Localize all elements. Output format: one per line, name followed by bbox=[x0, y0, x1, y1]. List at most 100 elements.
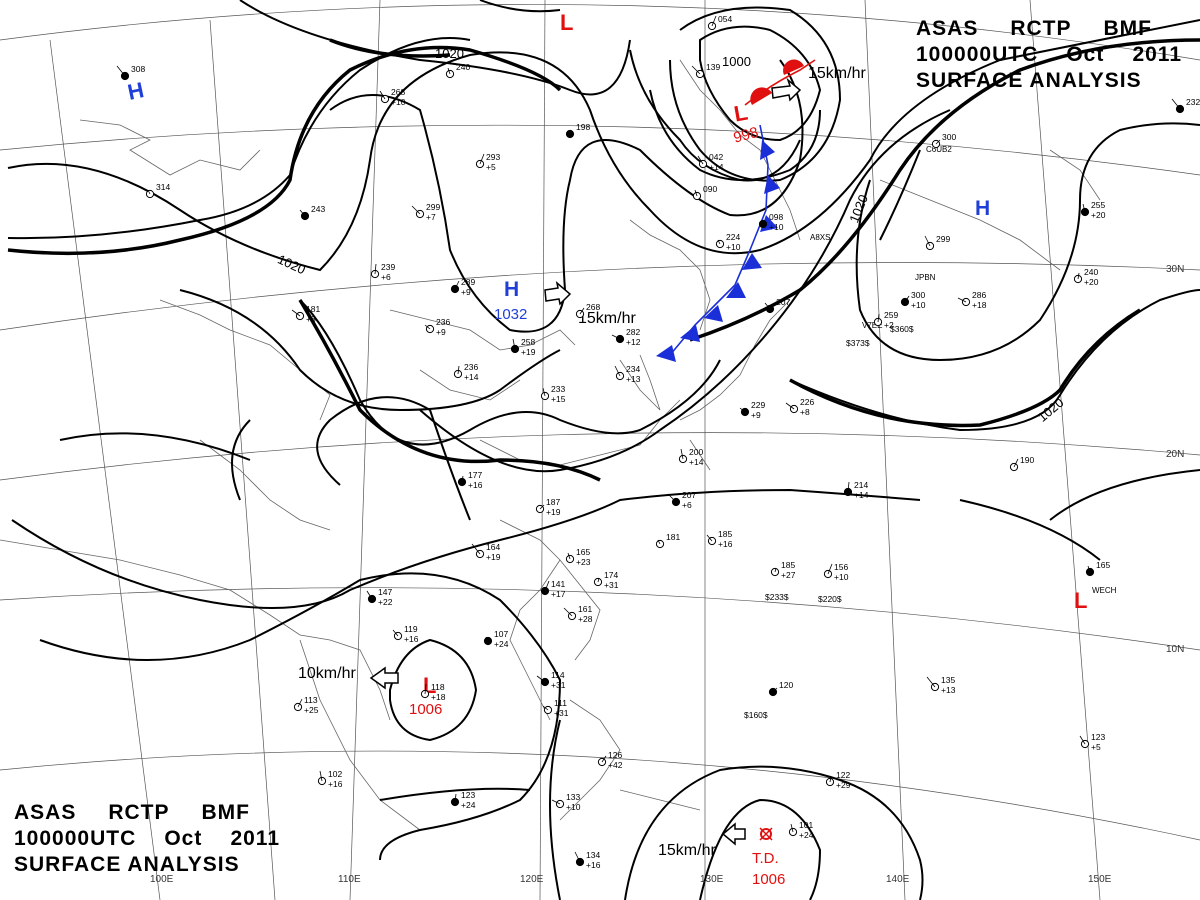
station-plot: 282+12 bbox=[611, 327, 641, 347]
station-pressure: 198 bbox=[576, 122, 590, 132]
front-triangle bbox=[726, 282, 746, 298]
wind-barb-icon bbox=[785, 402, 795, 410]
motion-speed-label: 10km/hr bbox=[298, 665, 356, 682]
wind-barb-icon bbox=[454, 280, 460, 290]
station-pressure: 268 bbox=[391, 87, 405, 97]
station-tendency: +14 bbox=[854, 490, 869, 500]
station-pressure: 232 bbox=[1186, 97, 1200, 107]
title-block-bottom-left: ASAS RCTP BMF 100000UTC Oct 2011 SURFACE… bbox=[14, 800, 280, 878]
wind-barb-icon bbox=[479, 153, 485, 165]
wind-barb-icon bbox=[447, 67, 451, 75]
station-tendency: +24 bbox=[494, 639, 509, 649]
station-pressure: 177 bbox=[468, 470, 482, 480]
wind-barb-icon bbox=[774, 567, 777, 573]
tropical-depression-label: T.D. bbox=[752, 850, 779, 867]
isobar bbox=[649, 89, 821, 181]
station-tendency: +19 bbox=[486, 552, 501, 562]
isobar bbox=[789, 289, 1200, 432]
wind-barb-icon bbox=[1079, 735, 1086, 745]
station-plot: 243 bbox=[299, 204, 325, 221]
station-pressure: 090 bbox=[703, 184, 717, 194]
station-plot: 229+9 bbox=[739, 400, 765, 420]
station-plot: 299 bbox=[924, 234, 950, 251]
wind-barb-icon bbox=[827, 563, 833, 575]
wind-barb-icon bbox=[711, 15, 717, 27]
isobars bbox=[7, 0, 1200, 900]
agency-label: ASAS bbox=[14, 801, 77, 824]
wind-barb-icon bbox=[424, 324, 431, 330]
low-center-letter: L bbox=[1074, 588, 1087, 613]
wind-barb-icon bbox=[392, 629, 399, 637]
isobar bbox=[59, 432, 251, 461]
station-pressure: 120 bbox=[779, 680, 793, 690]
station-plot: 165+23 bbox=[565, 547, 591, 567]
wind-barb-icon bbox=[454, 793, 457, 803]
wind-barb-icon bbox=[877, 313, 880, 323]
station-tendency: +12 bbox=[626, 337, 641, 347]
station-pressure: 299 bbox=[936, 234, 950, 244]
station-pressure: 299 bbox=[426, 202, 440, 212]
station-tendency: +10 bbox=[726, 242, 741, 252]
station-plot: 101+24 bbox=[788, 820, 814, 840]
wind-barb-icon bbox=[485, 636, 489, 642]
year-label: 2011 bbox=[1132, 43, 1182, 66]
station-pressure: 101 bbox=[799, 820, 813, 830]
station-tendency: +6 bbox=[682, 500, 692, 510]
wind-barb-icon bbox=[667, 493, 677, 503]
station-pressure: 135 bbox=[941, 675, 955, 685]
station-pressure: 113 bbox=[304, 695, 318, 705]
wind-barb-icon bbox=[299, 209, 306, 217]
station-plot: 165 bbox=[1085, 560, 1110, 577]
wind-barb-icon bbox=[424, 683, 427, 695]
station-pressure: 236 bbox=[464, 362, 478, 372]
station-pressure: 200 bbox=[689, 447, 703, 457]
graticule-meridians bbox=[49, 0, 1101, 900]
station-plot: 181 bbox=[655, 532, 680, 549]
isobar bbox=[11, 488, 921, 609]
station-tendency: +25 bbox=[304, 705, 319, 715]
station-tendency: +10 bbox=[566, 802, 581, 812]
station-tendency: +24 bbox=[799, 830, 814, 840]
motion-vectors: 15km/hr 15km/hr 10km/hr 15km/hr bbox=[298, 65, 866, 859]
wind-barb-icon bbox=[1013, 458, 1019, 468]
isobar-label: 1020 bbox=[1035, 395, 1067, 425]
station-tendency: +16 bbox=[718, 539, 733, 549]
station-plot: 236+9 bbox=[424, 317, 450, 337]
station-tendency: +20 bbox=[1091, 210, 1106, 220]
cost-labels: $373$ $360$ $233$ $220$ $160$ bbox=[744, 324, 914, 720]
station-plot: 102+16 bbox=[317, 769, 343, 789]
high-center-value: 1032 bbox=[494, 306, 527, 323]
station-tendency: +27 bbox=[781, 570, 796, 580]
front-triangle bbox=[742, 253, 762, 270]
station-tendency: +8 bbox=[800, 407, 810, 417]
station-pressure: 181 bbox=[306, 304, 320, 314]
station-pressure: 119 bbox=[404, 624, 418, 634]
station-plot: 133+10 bbox=[551, 792, 581, 812]
station-pressure: 165 bbox=[1096, 560, 1110, 570]
station-label: RCTP bbox=[108, 801, 170, 824]
wind-barb-icon bbox=[461, 475, 464, 483]
station-pressure: 224 bbox=[726, 232, 740, 242]
wind-barb-icon bbox=[536, 675, 546, 683]
station-plot: 120 bbox=[768, 680, 793, 697]
wind-barb-icon bbox=[706, 534, 713, 542]
station-pressure: 258 bbox=[521, 337, 535, 347]
station-tendency: +13 bbox=[941, 685, 956, 695]
station-tendency: +3 bbox=[306, 314, 316, 324]
station-cost-label: $160$ bbox=[744, 710, 768, 720]
wind-barb-icon bbox=[847, 481, 850, 493]
wind-barb-icon bbox=[680, 448, 684, 460]
station-plot: 177+16 bbox=[457, 470, 483, 490]
station-tendency: +2 bbox=[884, 320, 894, 330]
station-plot: 161+28 bbox=[563, 604, 593, 624]
longitude-label: 150E bbox=[1088, 874, 1112, 885]
movement-arrow-icon bbox=[771, 77, 802, 102]
station-plot: 286+18 bbox=[957, 290, 987, 310]
station-pressure: 240 bbox=[1084, 267, 1098, 277]
wind-barb-icon bbox=[551, 799, 561, 805]
wind-barb-icon bbox=[567, 552, 571, 560]
station-plot: 156+10 bbox=[823, 562, 849, 582]
station-pressure: 239 bbox=[381, 262, 395, 272]
station-pressure: 314 bbox=[156, 182, 170, 192]
